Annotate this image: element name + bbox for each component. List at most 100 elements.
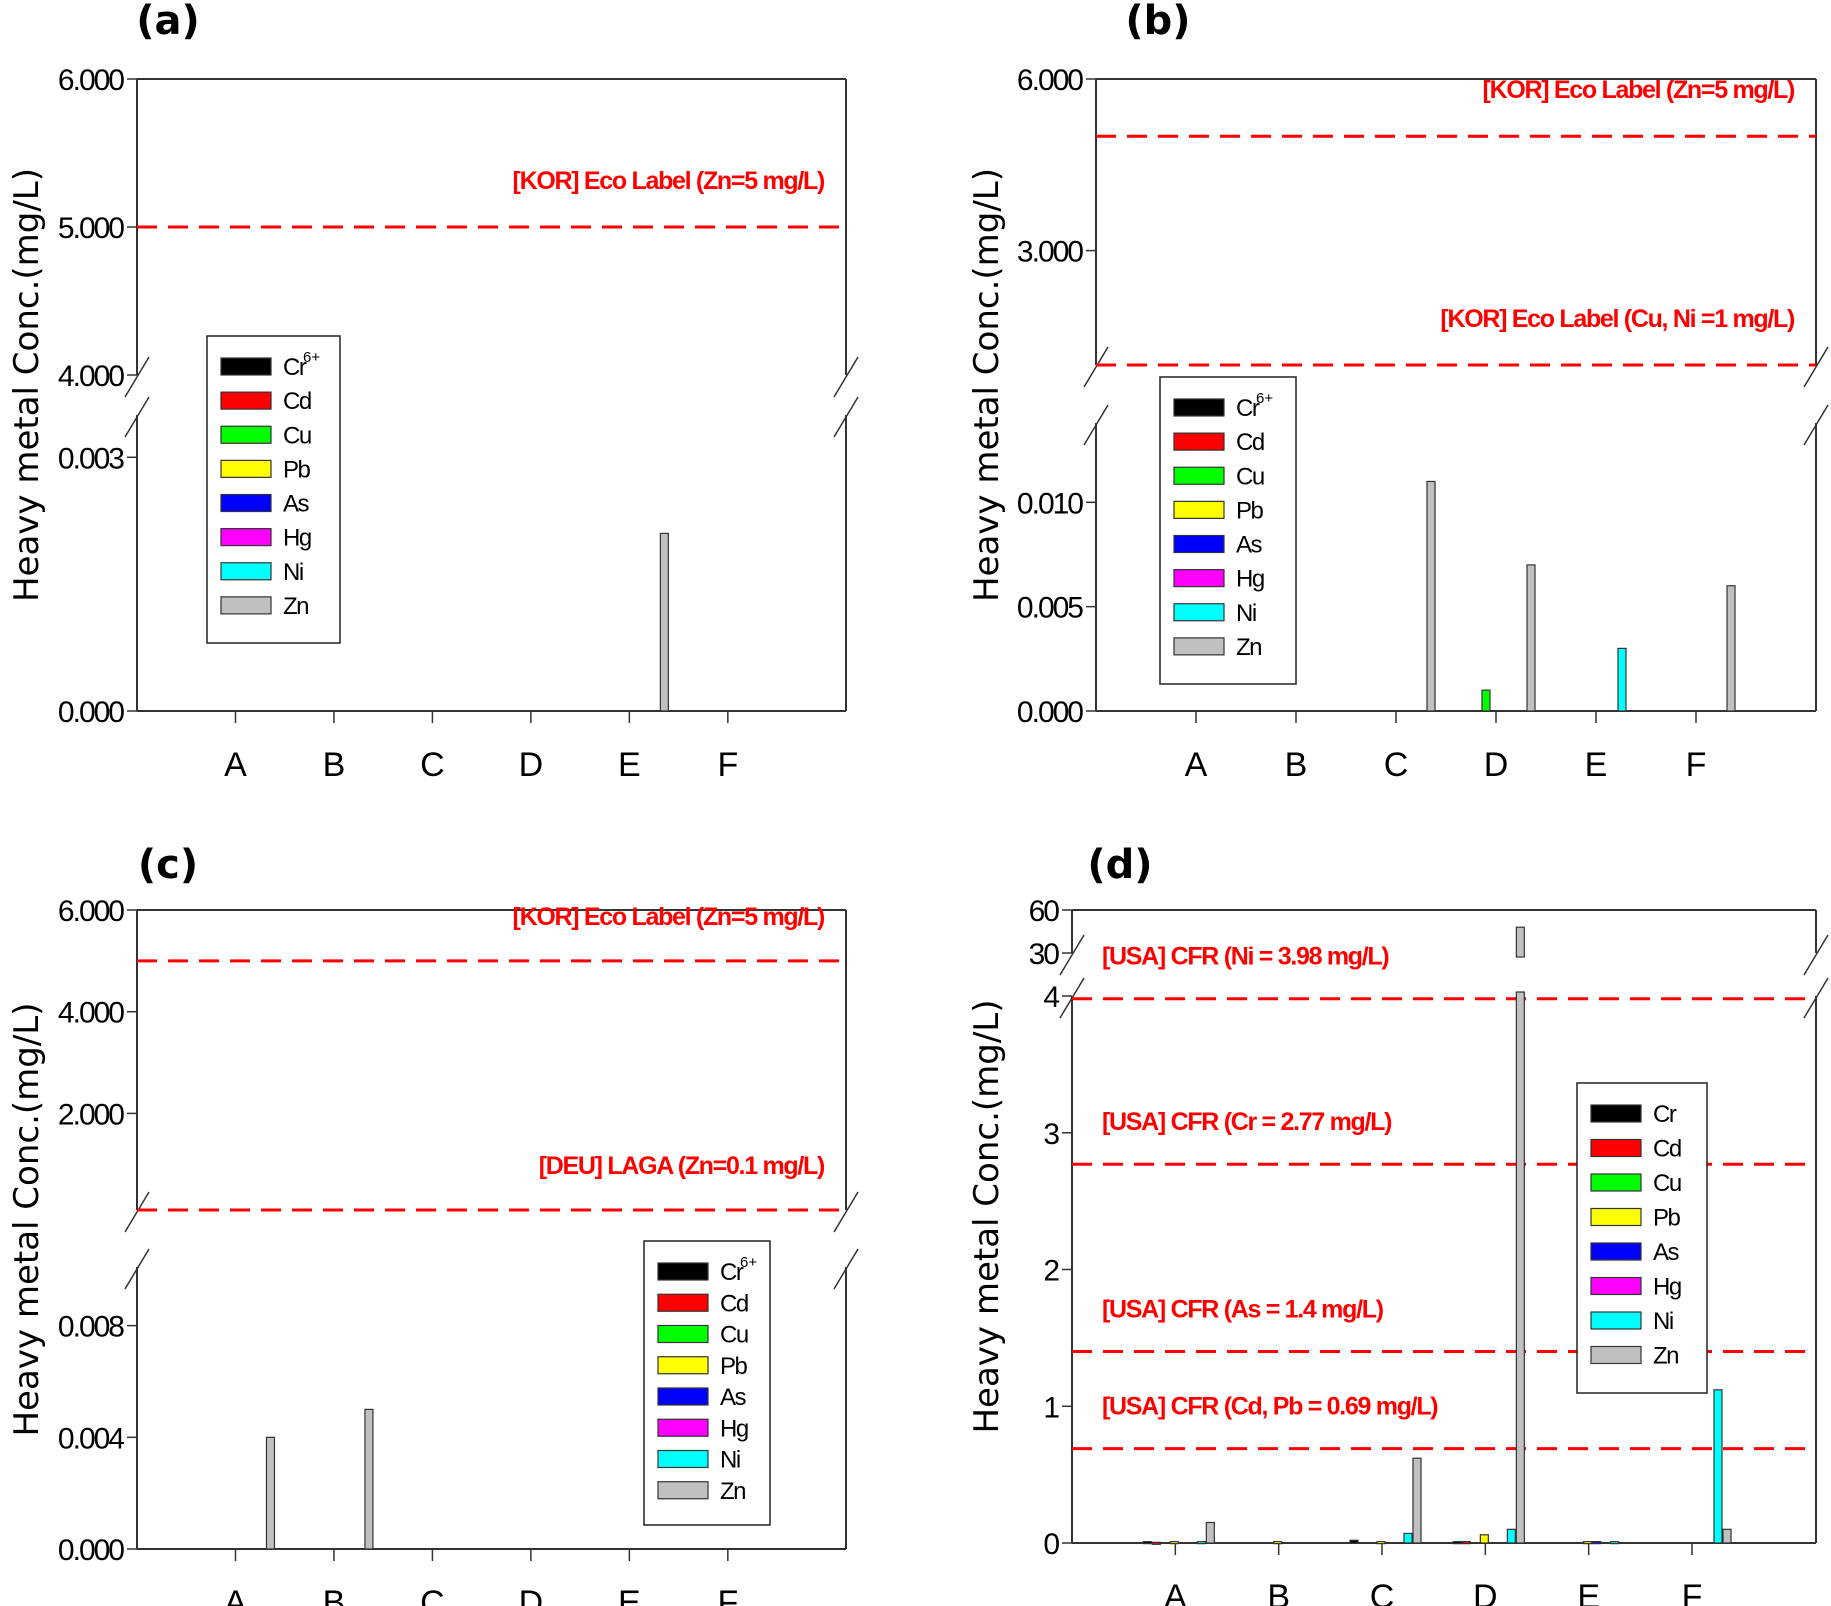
legend-label: Cu: [720, 1322, 748, 1349]
x-tick-label: A: [1185, 746, 1208, 784]
bar-zn-d: [1526, 564, 1536, 712]
y-tick-label: 6.000: [58, 64, 124, 97]
legend-label: Zn: [283, 593, 308, 620]
x-tick-label: B: [1285, 746, 1308, 784]
legend-label: Cu: [283, 422, 311, 449]
y-axis-title: Heavy metal Conc.(mg/L): [967, 999, 1007, 1433]
axis-break-mark: [1803, 404, 1829, 446]
x-tick-label: B: [323, 1584, 346, 1606]
legend-swatch-cr: [1590, 1104, 1642, 1123]
axis-break-mark: [124, 396, 150, 438]
y-tick-label: 2.000: [58, 1098, 124, 1131]
reference-line-label: [USA] CFR (Cr = 2.77 mg/L): [1102, 1108, 1392, 1136]
axis-break-mark: [1059, 934, 1085, 976]
y-tick-label: 4.000: [58, 360, 124, 393]
y-tick-label: 0.000: [58, 696, 124, 729]
axis-break-mark: [1803, 934, 1829, 976]
legend-label: Ni: [1236, 600, 1256, 627]
legend-swatch-cr: [657, 1262, 709, 1281]
legend-swatch-cd: [1173, 432, 1225, 451]
bar-ni-f: [1713, 1389, 1723, 1544]
bar-cr-a: [1142, 1541, 1152, 1545]
legend-box: [1159, 376, 1297, 685]
panel-label: (d): [1087, 842, 1152, 888]
legend-swatch-hg: [657, 1418, 709, 1437]
bar-ni-e: [1617, 647, 1627, 712]
bar-ni-e: [1610, 1541, 1620, 1545]
legend-label: Cd: [283, 388, 311, 415]
axis-break-marks: [124, 1191, 859, 1290]
axis-break-mark: [1803, 346, 1829, 388]
legend-swatch-ni: [220, 562, 272, 581]
axis-break-mark: [124, 356, 150, 398]
legend-swatch-pb: [220, 459, 272, 478]
bar-cr-c: [1349, 1539, 1359, 1544]
x-tick-label: E: [1585, 746, 1608, 784]
y-tick-label: 6.000: [1017, 64, 1083, 97]
x-tick-label: C: [1384, 746, 1409, 784]
panel-b: (b) Heavy metal Conc.(mg/L) 0.000 0.005 0.01…: [967, 0, 1829, 784]
y-axis-title: Heavy metal Conc.(mg/L): [7, 1002, 47, 1436]
legend-label: Pb: [720, 1353, 748, 1380]
y-tick-label: 3: [1043, 1118, 1059, 1151]
legend-swatch-as: [1590, 1242, 1642, 1261]
x-tick-label: E: [618, 1584, 641, 1606]
legend-box: [643, 1240, 771, 1526]
legend-superscript: 6+: [740, 1254, 757, 1271]
legend-swatch-as: [657, 1387, 709, 1406]
legend-swatch-cr: [1173, 398, 1225, 417]
reference-line-label: [KOR] Eco Label (Zn=5 mg/L): [513, 167, 825, 195]
bar-pb-c: [1376, 1541, 1386, 1545]
axis-break-marks: [1083, 346, 1829, 446]
legend-label: As: [283, 491, 310, 518]
axis-break-mark: [833, 1191, 859, 1233]
x-tick-label: D: [1473, 1578, 1498, 1606]
axis-break-mark: [124, 1191, 150, 1233]
y-tick-label: 1: [1043, 1391, 1059, 1424]
reference-line-label: [KOR] Eco Label (Cu, Ni =1 mg/L): [1440, 305, 1795, 333]
axis-break-mark: [833, 356, 859, 398]
y-tick-label: 4.000: [58, 997, 124, 1030]
axis-break-mark: [833, 396, 859, 438]
y-axis-title: Heavy metal Conc.(mg/L): [967, 168, 1007, 602]
legend-swatch-cu: [1173, 466, 1225, 485]
bar-cr-d: [1452, 1541, 1462, 1545]
bar-zn-a: [265, 1436, 276, 1550]
y-tick-label: 0.000: [58, 1534, 124, 1567]
x-tick-label: D: [1484, 746, 1509, 784]
legend-swatch-pb: [1173, 500, 1225, 519]
reference-line-label: [KOR] Eco Label (Zn=5 mg/L): [513, 903, 825, 931]
bar-ni-d: [1506, 1528, 1516, 1544]
legend-swatch-as: [220, 493, 272, 513]
x-tick-label: F: [1682, 1578, 1703, 1606]
bar-ni-c: [1403, 1532, 1413, 1544]
legend: Cr6+ Cd Cu Pb As Hg Ni Zn: [1159, 376, 1297, 685]
reference-line-label: [DEU] LAGA (Zn=0.1 mg/L): [539, 1152, 825, 1180]
y-tick-label: 0: [1043, 1528, 1059, 1561]
bar-cu-d: [1481, 689, 1491, 712]
axis-break-mark: [1803, 977, 1829, 1019]
y-tick-label: 0.000: [1017, 696, 1083, 729]
x-tick-label: B: [1267, 1578, 1290, 1606]
legend-swatch-ni: [657, 1449, 709, 1469]
bar-zn-d: [1515, 926, 1525, 958]
bar-zn-f: [1722, 1528, 1732, 1544]
legend-label: Cd: [720, 1290, 748, 1317]
legend-label: Cu: [1236, 463, 1264, 490]
panel-label: (a): [136, 0, 200, 44]
legend-label: As: [1653, 1239, 1680, 1266]
x-tick-label: F: [1686, 746, 1707, 784]
panel-a: (a) Heavy metal Conc.(mg/L) 0.000 0.003 4.00…: [7, 0, 859, 784]
y-tick-label: 0.004: [58, 1422, 124, 1455]
bar-zn-c: [1426, 480, 1436, 712]
legend-label: Hg: [1653, 1274, 1681, 1301]
legend-swatch-ni: [1590, 1311, 1642, 1330]
legend-label: As: [1236, 532, 1263, 559]
x-tick-label: A: [224, 746, 247, 784]
x-tick-label: B: [323, 746, 346, 784]
y-axis-title: Heavy metal Conc.(mg/L): [7, 168, 47, 602]
x-tick-label: E: [618, 746, 641, 784]
y-tick-label: 0.010: [1017, 487, 1083, 520]
bar-pb-b: [1273, 1541, 1283, 1545]
